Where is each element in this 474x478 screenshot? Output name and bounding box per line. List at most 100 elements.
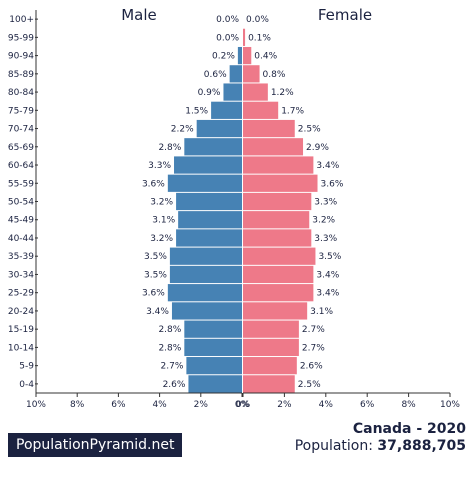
female-x-tick-label: 4% bbox=[319, 400, 334, 410]
male-bar bbox=[171, 302, 242, 320]
male-bar-label: 0.0% bbox=[216, 33, 239, 43]
age-group-label: 75-79 bbox=[8, 106, 34, 116]
female-bar bbox=[243, 338, 299, 357]
female-bar bbox=[243, 83, 268, 101]
male-bar-label: 2.6% bbox=[163, 380, 186, 390]
male-bar-label: 3.1% bbox=[152, 216, 175, 226]
male-bar bbox=[167, 174, 242, 192]
female-bar-label: 1.2% bbox=[271, 88, 294, 98]
male-bar-label: 2.8% bbox=[158, 143, 181, 153]
male-x-tick-label: 4% bbox=[152, 400, 167, 410]
female-bar-label: 2.6% bbox=[300, 362, 323, 372]
female-bar bbox=[243, 320, 299, 338]
female-bar-label: 3.4% bbox=[316, 270, 339, 280]
female-bar bbox=[243, 119, 295, 138]
female-bar bbox=[243, 211, 310, 229]
age-group-label: 25-29 bbox=[8, 289, 34, 299]
male-bar bbox=[169, 247, 242, 265]
female-bar bbox=[243, 357, 297, 375]
male-bar bbox=[229, 65, 242, 83]
male-bar-label: 2.7% bbox=[161, 362, 184, 372]
male-bar-label: 2.8% bbox=[158, 343, 181, 353]
female-bar-label: 3.3% bbox=[314, 234, 337, 244]
female-bar bbox=[243, 375, 295, 393]
male-bar bbox=[188, 375, 242, 393]
female-bar-label: 0.1% bbox=[248, 33, 271, 43]
female-bar-label: 2.7% bbox=[302, 325, 325, 335]
female-bar-label: 3.4% bbox=[316, 289, 339, 299]
female-bar bbox=[243, 65, 260, 83]
female-bar-label: 0.0% bbox=[246, 15, 269, 25]
age-group-label: 65-69 bbox=[8, 143, 34, 153]
female-bar bbox=[243, 229, 312, 247]
female-bar-label: 3.5% bbox=[318, 252, 341, 262]
male-bar bbox=[178, 211, 242, 229]
male-bar bbox=[176, 192, 242, 211]
female-bar bbox=[243, 302, 308, 320]
female-bar-label: 2.5% bbox=[298, 380, 321, 390]
female-bar-label: 0.4% bbox=[254, 52, 277, 62]
male-bar-label: 3.6% bbox=[142, 289, 165, 299]
age-group-label: 70-74 bbox=[8, 125, 34, 135]
female-bar-label: 2.5% bbox=[298, 125, 321, 135]
age-group-label: 40-44 bbox=[8, 234, 34, 244]
male-bar-label: 0.6% bbox=[204, 70, 227, 80]
male-bar bbox=[169, 265, 242, 284]
female-x-tick-label: 6% bbox=[360, 400, 375, 410]
female-bar bbox=[243, 284, 314, 302]
female-bar-label: 1.7% bbox=[281, 106, 304, 116]
male-bar-label: 3.2% bbox=[150, 198, 173, 208]
female-bar-label: 0.8% bbox=[263, 70, 286, 80]
male-bar-label: 3.4% bbox=[146, 307, 169, 317]
male-bar-label: 3.5% bbox=[144, 252, 167, 262]
female-bar-label: 3.1% bbox=[310, 307, 333, 317]
female-x-tick-label: 2% bbox=[277, 400, 292, 410]
age-group-label: 10-14 bbox=[8, 343, 34, 353]
female-bar-label: 3.4% bbox=[316, 161, 339, 171]
male-bar-label: 0.9% bbox=[198, 88, 221, 98]
age-group-label: 80-84 bbox=[8, 88, 34, 98]
male-bar bbox=[176, 229, 242, 247]
age-group-label: 85-89 bbox=[8, 70, 34, 80]
female-bar bbox=[243, 247, 316, 265]
male-bar-label: 0.0% bbox=[216, 15, 239, 25]
female-bar bbox=[243, 265, 314, 284]
legend-female: Female bbox=[318, 6, 372, 24]
legend-male: Male bbox=[121, 6, 157, 24]
male-x-tick-label: 6% bbox=[111, 400, 126, 410]
female-bar-label: 2.9% bbox=[306, 143, 329, 153]
male-x-tick-label: 8% bbox=[70, 400, 85, 410]
female-bar-label: 3.2% bbox=[312, 216, 335, 226]
female-bar-label: 3.6% bbox=[321, 179, 344, 189]
female-bar bbox=[243, 174, 318, 192]
age-group-label: 50-54 bbox=[8, 198, 34, 208]
male-bar-label: 3.2% bbox=[150, 234, 173, 244]
male-bar bbox=[211, 101, 242, 119]
age-group-label: 45-49 bbox=[8, 216, 34, 226]
brand-logo[interactable]: PopulationPyramid.net bbox=[8, 433, 183, 457]
male-bar bbox=[167, 284, 242, 302]
population-pyramid-chart: Male Female 100+ 0.0% 0.0% 95-99 0.0% 0.1% 90-94… bbox=[8, 6, 461, 410]
male-bar-label: 3.6% bbox=[142, 179, 165, 189]
male-bar-label: 2.8% bbox=[158, 325, 181, 335]
female-x-tick-label: 8% bbox=[401, 400, 416, 410]
age-group-label: 20-24 bbox=[8, 307, 34, 317]
male-bar bbox=[184, 338, 242, 357]
female-x-tick-label: 10% bbox=[440, 400, 460, 410]
male-x-tick-label: 10% bbox=[26, 400, 46, 410]
female-bar bbox=[243, 192, 312, 211]
female-bar bbox=[243, 156, 314, 174]
male-bar bbox=[184, 320, 242, 338]
age-group-label: 55-59 bbox=[8, 179, 34, 189]
age-group-label: 0-4 bbox=[19, 380, 34, 390]
country-year-title: Canada - 2020 bbox=[352, 421, 466, 437]
female-bar-label: 3.3% bbox=[314, 198, 337, 208]
age-group-label: 100+ bbox=[9, 15, 34, 25]
age-group-label: 95-99 bbox=[8, 33, 34, 43]
female-bar-label: 2.7% bbox=[302, 343, 325, 353]
male-bar-label: 2.2% bbox=[171, 125, 194, 135]
age-group-label: 30-34 bbox=[8, 270, 34, 280]
female-x-tick-label: 0% bbox=[236, 400, 251, 410]
male-bar-label: 1.5% bbox=[185, 106, 208, 116]
population-total: Population: 37,888,705 bbox=[295, 438, 466, 454]
